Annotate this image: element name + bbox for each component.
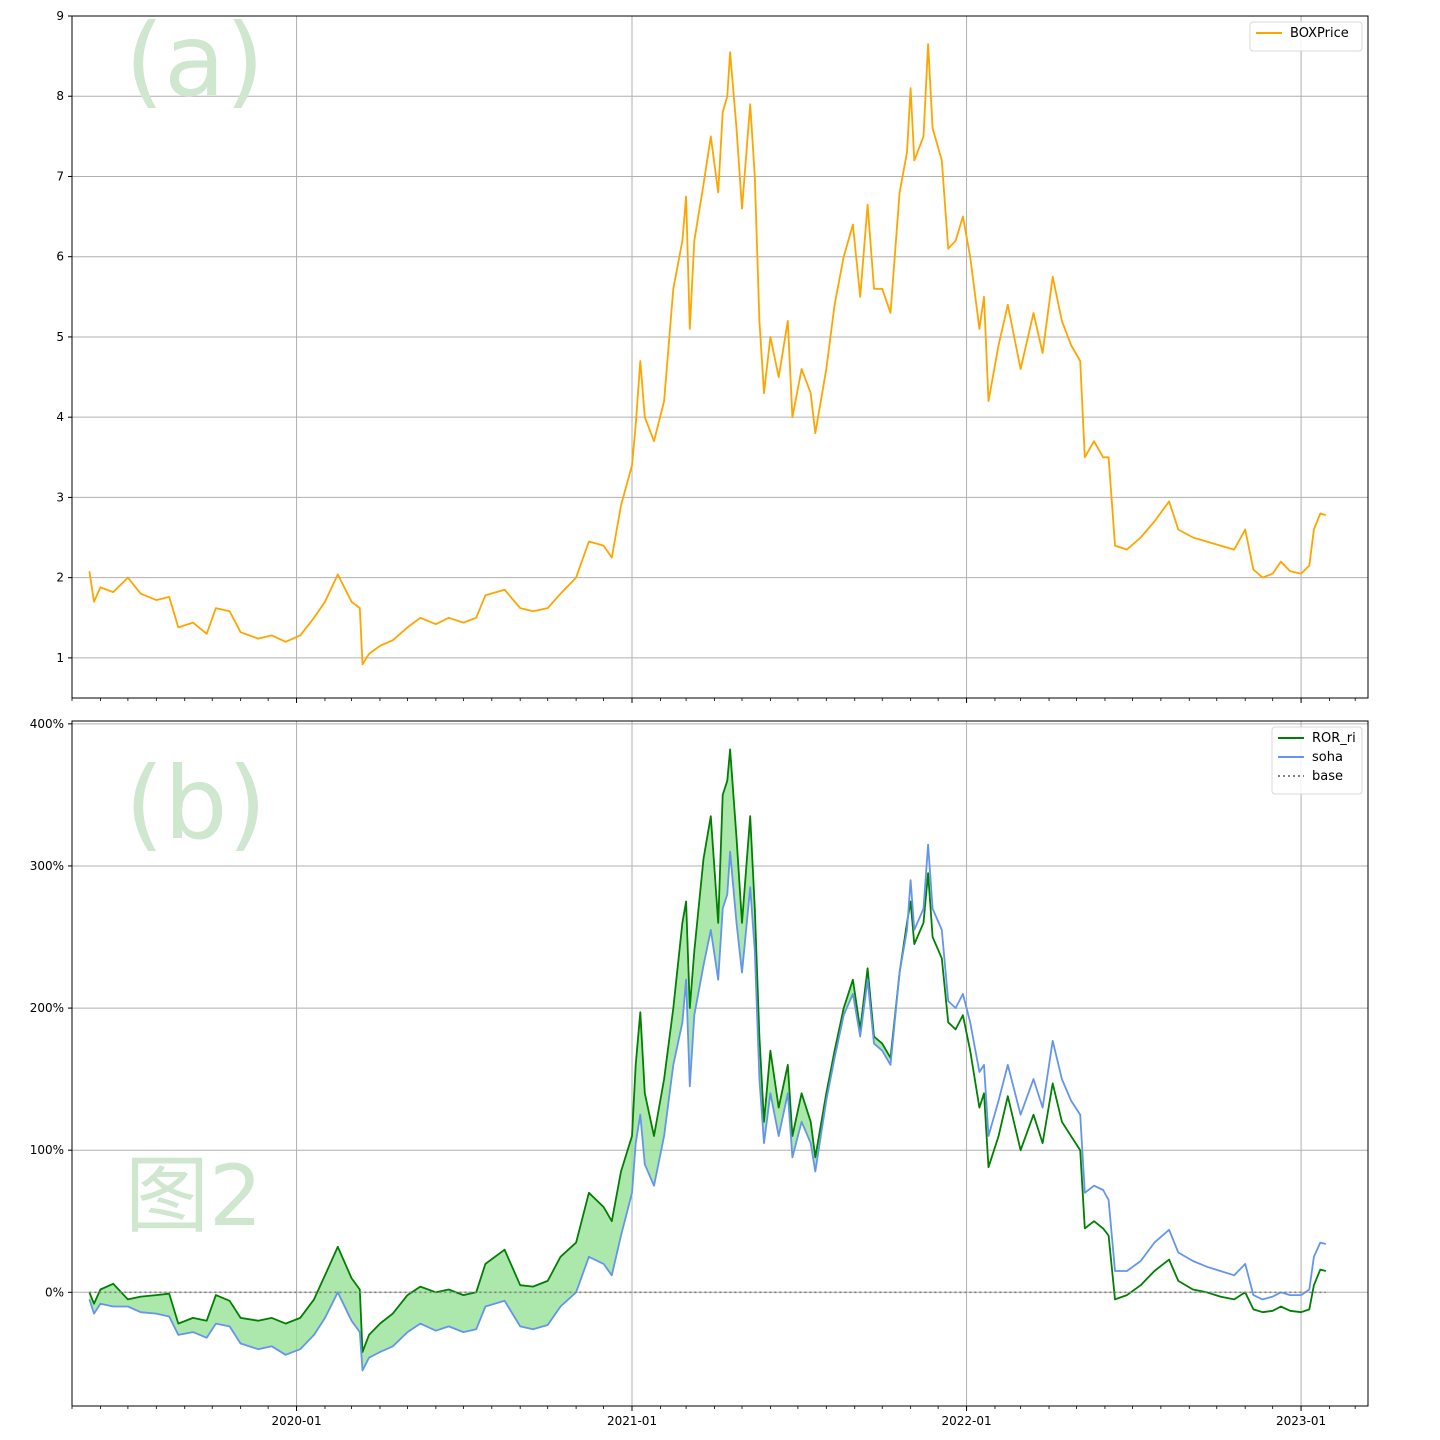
series-line-soha (88, 843, 1327, 1372)
panel-a-y-axis: 1 2 3 4 5 6 7 8 9 (56, 9, 72, 665)
y-tick-label: 4 (56, 410, 64, 424)
x-tick-label: 2021-01 (607, 1414, 657, 1428)
panel-b-frame (71, 720, 1369, 1407)
x-tick-label: 2020-01 (271, 1414, 321, 1428)
panel-a-legend: BOXPrice (1249, 21, 1363, 52)
panel-b-return-chart: (b) 图2 0% 100% 200% 300% 400% 2020-01 2021-01… (30, 717, 1369, 1428)
y-tick-label: 9 (56, 9, 64, 23)
panel-b-y-axis: 0% 100% 200% 300% 400% (30, 717, 72, 1299)
series-line-ror-ri (88, 748, 1327, 1353)
y-tick-label: 3 (56, 490, 64, 504)
y-tick-label: 7 (56, 169, 64, 183)
panel-b-fill-between (89, 749, 1326, 1371)
y-tick-label: 1 (56, 651, 64, 665)
y-tick-label: 300% (30, 859, 64, 873)
y-tick-label: 6 (56, 250, 64, 264)
panel-b-tag: (b) (125, 745, 267, 862)
legend-label-ror-ri: ROR_ri (1312, 731, 1356, 746)
panel-a-plot-area (72, 16, 1368, 698)
panel-a-price-chart: (a) 1 2 3 4 5 6 7 8 9 BOXPrice (56, 2, 1369, 703)
panel-b-x-axis: 2020-01 2021-01 2022-01 2023-01 (71, 1406, 1356, 1428)
y-tick-label: 5 (56, 330, 64, 344)
series-line-boxprice (88, 43, 1327, 666)
panel-a-series (88, 43, 1327, 666)
x-tick-label: 2022-01 (941, 1414, 991, 1428)
y-tick-label: 0% (45, 1285, 64, 1299)
fill-between-area (89, 749, 1326, 1371)
panel-a-x-axis (71, 698, 1356, 703)
y-tick-label: 2 (56, 571, 64, 585)
legend-label-base: base (1312, 769, 1343, 784)
legend-label-boxprice: BOXPrice (1290, 26, 1349, 41)
y-tick-label: 400% (30, 717, 64, 731)
y-tick-label: 8 (56, 89, 64, 103)
y-tick-label: 100% (30, 1143, 64, 1157)
panel-b-series (88, 748, 1327, 1372)
legend-box (1249, 21, 1363, 52)
legend-box (1271, 726, 1363, 795)
panel-a-tag: (a) (125, 2, 264, 119)
figure-number-tag: 图2 (125, 1147, 262, 1245)
panel-a-frame (71, 15, 1369, 699)
x-tick-label: 2023-01 (1276, 1414, 1326, 1428)
legend-label-soha: soha (1312, 750, 1343, 765)
y-tick-label: 200% (30, 1001, 64, 1015)
